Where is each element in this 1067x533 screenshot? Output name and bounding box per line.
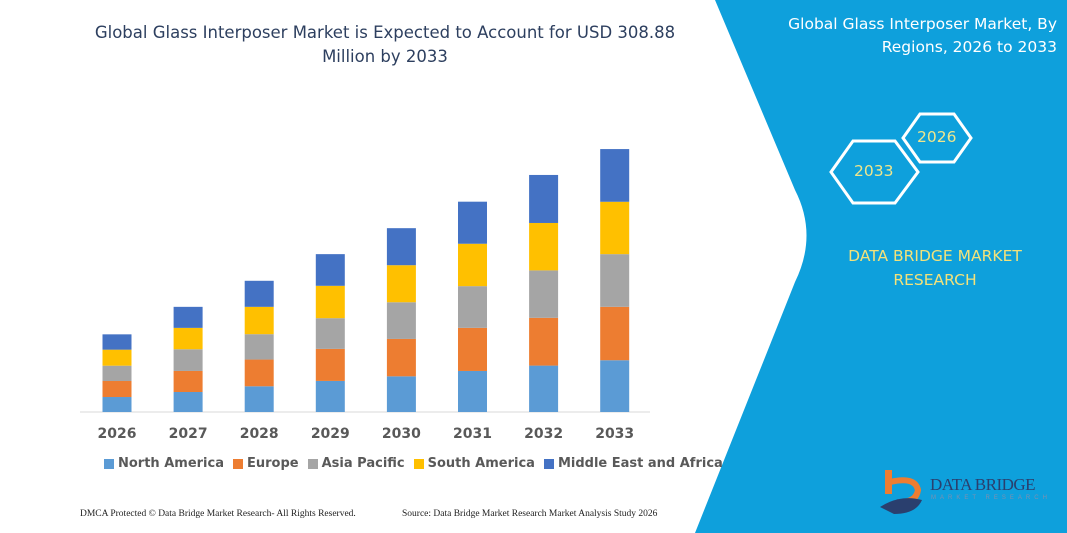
legend-label: Europe (247, 456, 299, 471)
bar-segment-south-america-2032 (529, 222, 559, 271)
logo-icon (880, 470, 922, 514)
bar-segment-north-america-2028 (244, 386, 274, 412)
bar-segment-europe-2031 (458, 327, 487, 371)
legend-item: Europe (233, 456, 299, 471)
hex-label-2033: 2033 (854, 162, 894, 180)
bar-segment-middle-east-and-africa-2027 (173, 306, 203, 328)
bar-segment-south-america-2026 (102, 349, 132, 366)
bar-segment-asia-pacific-2027 (173, 349, 203, 371)
bar-segment-asia-pacific-2033 (600, 254, 630, 307)
logo-subtext: MARKET RESEARCH (931, 495, 1051, 501)
bar-segment-north-america-2030 (386, 376, 416, 412)
legend-label: North America (118, 456, 224, 471)
brand-text: DATA BRIDGE MARKET RESEARCH (848, 247, 1022, 289)
bar-segment-middle-east-and-africa-2031 (458, 201, 487, 244)
x-tick-label: 2026 (98, 426, 137, 442)
legend-label: Asia Pacific (321, 456, 405, 471)
bar-segment-north-america-2029 (315, 380, 345, 412)
bar-segment-south-america-2033 (600, 201, 630, 255)
logo-text: DATA BRIDGE (930, 475, 1036, 494)
x-tick-label: 2029 (311, 426, 350, 442)
x-tick-label: 2030 (382, 426, 421, 442)
bar-segment-europe-2032 (529, 317, 559, 366)
bar-segment-europe-2033 (600, 306, 630, 361)
legend-swatch (104, 458, 114, 469)
bar-segment-south-america-2030 (386, 265, 416, 303)
bar-segment-asia-pacific-2032 (529, 270, 559, 318)
legend-label: Middle East and Africa (557, 456, 723, 471)
x-tick-label: 2031 (453, 426, 492, 442)
hex-label-2026: 2026 (917, 128, 957, 146)
x-tick-label: 2033 (595, 426, 634, 442)
x-tick-label: 2027 (169, 426, 208, 442)
bar-segment-europe-2028 (244, 359, 274, 387)
legend-item: Middle East and Africa (543, 456, 723, 471)
bar-segment-north-america-2033 (600, 360, 630, 412)
bar-segment-asia-pacific-2031 (458, 286, 487, 328)
bar-segment-middle-east-and-africa-2032 (529, 174, 559, 223)
legend-item: Asia Pacific (307, 456, 405, 471)
legend-label: South America (427, 456, 535, 471)
x-tick-label: 2028 (240, 426, 279, 442)
right-blue-panel (695, 0, 1067, 533)
legend-swatch (307, 458, 318, 469)
bar-segment-asia-pacific-2028 (244, 334, 274, 360)
panel-title: Global Glass Interposer Market, By Regio… (788, 15, 1057, 56)
bar-segment-europe-2029 (315, 348, 345, 381)
bar-segment-asia-pacific-2026 (102, 365, 132, 382)
bar-segment-north-america-2032 (529, 365, 559, 412)
bar-segment-middle-east-and-africa-2028 (244, 280, 274, 307)
x-tick-label: 2032 (524, 426, 563, 442)
hexagon-2033 (829, 139, 920, 205)
chart-title: Global Glass Interposer Market is Expect… (94, 23, 676, 66)
bar-segment-europe-2027 (173, 370, 203, 392)
bar-segment-middle-east-and-africa-2026 (102, 334, 132, 350)
bar-segment-middle-east-and-africa-2033 (600, 149, 630, 202)
legend-item: South America (413, 456, 535, 471)
bar-segment-europe-2030 (386, 338, 416, 377)
bar-segment-south-america-2027 (173, 327, 203, 350)
bar-segment-south-america-2029 (315, 285, 345, 319)
footer-copyright: DMCA Protected © Data Bridge Market Rese… (80, 509, 356, 519)
bar-segment-asia-pacific-2030 (386, 302, 416, 339)
bar-segment-middle-east-and-africa-2029 (315, 254, 345, 286)
bar-segment-north-america-2027 (173, 391, 203, 412)
legend-item: North America (104, 456, 224, 471)
legend-swatch (543, 458, 554, 469)
bar-segment-north-america-2026 (102, 397, 132, 412)
bar-segment-middle-east-and-africa-2030 (386, 228, 416, 266)
legend: North America Europe Asia Pacific South Ame… (104, 456, 723, 471)
bar-segment-asia-pacific-2029 (315, 318, 345, 349)
bar-segment-europe-2026 (102, 381, 132, 398)
footer-source: Source: Data Bridge Market Research Mark… (402, 509, 658, 519)
bar-segment-north-america-2031 (458, 370, 487, 412)
legend-swatch (413, 458, 424, 469)
stacked-bar-chart: 2026 2027 2028 2029 2030 2031 2032 2033 (80, 149, 650, 442)
legend-swatch (233, 458, 243, 469)
bar-segment-south-america-2031 (458, 243, 487, 287)
hexagon-2026 (901, 112, 973, 164)
bar-segment-south-america-2028 (244, 306, 274, 335)
